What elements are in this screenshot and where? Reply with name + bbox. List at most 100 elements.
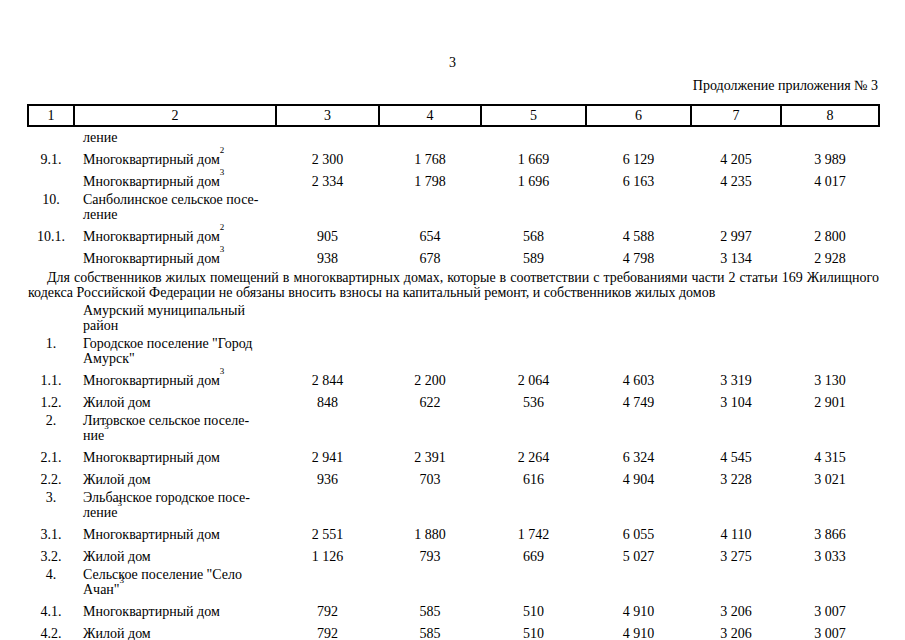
row-label-text: Многоквартирный дом [83,152,220,167]
value-cell: 3 007 [781,619,879,640]
table-row: 10.Санболинское сельское посе-ление [28,189,879,222]
footnote-marker: 3 [220,244,225,254]
table-row: 4.2.Жилой дом7925855104 9103 2063 007 [28,619,879,640]
value-cell: 3 021 [781,465,879,487]
row-label-cell: Многоквартирный дом [74,597,276,619]
row-label-text: Жилой дом [83,395,151,410]
value-cell: 510 [481,597,586,619]
row-label-cell: Жилой дом [74,619,276,640]
row-label-text: Многоквартирный дом [83,450,220,465]
row-label-text: Эльбанское городское посе- [83,490,250,505]
row-label-text: Жилой дом [83,626,151,640]
value-cell: 2 800 [781,222,879,244]
value-cell: 568 [481,222,586,244]
table-body: ление9.1.Многоквартирный дом22 3001 7681… [28,126,879,640]
row-label-text: Многоквартирный дом [83,251,220,266]
value-cell: 848 [276,388,379,410]
row-number-cell: 4. [28,564,74,597]
table-row: 10.1.Многоквартирный дом29056545684 5882… [28,222,879,244]
value-cell: 1 126 [276,542,379,564]
value-cell: 2 997 [691,222,781,244]
row-label-cell: Многоквартирный дом3 [74,167,276,189]
value-cell: 1 880 [379,520,481,542]
value-cell: 1 696 [481,167,586,189]
row-label-cell: Литовское сельское поселе-ние3 [74,410,879,443]
row-number-cell: 1.2. [28,388,74,410]
column-number-header: 7 [691,105,781,126]
row-label-text: ление [83,505,117,520]
row-label-cell: Городское поселение "ГородАмурск" [74,333,879,366]
value-cell: 678 [379,244,481,266]
value-cell: 622 [379,388,481,410]
table-row: 1.Городское поселение "ГородАмурск" [28,333,879,366]
value-cell: 4 545 [691,443,781,465]
row-number-cell [28,167,74,189]
value-cell: 2 300 [276,145,379,167]
value-cell: 6 163 [586,167,691,189]
document-page: 3 Продолжение приложения № 3 1 2 3 4 5 6… [0,0,905,640]
row-number-cell: 1. [28,333,74,366]
row-number-cell: 2.2. [28,465,74,487]
value-cell: 4 910 [586,619,691,640]
row-label-cell: Жилой дом [74,465,276,487]
value-cell: 1 742 [481,520,586,542]
row-number-cell [28,300,74,333]
value-cell: 536 [481,388,586,410]
value-cell: 4 315 [781,443,879,465]
value-cell: 654 [379,222,481,244]
row-number-cell: 3. [28,487,74,520]
value-cell: 938 [276,244,379,266]
table-row: 4.Сельское поселение "СелоАчан"3 [28,564,879,597]
row-label-cell: Многоквартирный дом [74,443,276,465]
continuation-note: Продолжение приложения № 3 [27,78,878,94]
row-label-cell: Многоквартирный дом2 [74,145,276,167]
page-number: 3 [0,55,905,71]
value-cell: 2 064 [481,366,586,388]
value-cell: 6 129 [586,145,691,167]
table-row: 1.2.Жилой дом8486225364 7493 1042 901 [28,388,879,410]
value-cell: 510 [481,619,586,640]
row-label-cell: Многоквартирный дом3 [74,366,276,388]
column-number-header: 4 [379,105,481,126]
table-row: 3.1.Многоквартирный дом2 5511 8801 7426 … [28,520,879,542]
row-number-cell [28,244,74,266]
value-cell: 792 [276,597,379,619]
row-number-cell: 3.1. [28,520,74,542]
value-cell: 589 [481,244,586,266]
value-cell: 4 749 [586,388,691,410]
row-label-text: ление [83,207,117,222]
row-number-cell: 10. [28,189,74,222]
row-label-text: Жилой дом [83,472,151,487]
value-cell: 3 866 [781,520,879,542]
row-label-text: Ачан" [83,582,120,597]
value-cell: 585 [379,619,481,640]
column-number-header: 2 [74,105,276,126]
row-label-text: Многоквартирный дом [83,373,220,388]
table-row: 3.2.Жилой дом1 1267936695 0273 2753 033 [28,542,879,564]
table-row: Амурский муниципальныйрайон [28,300,879,333]
value-cell: 4 110 [691,520,781,542]
row-label-text: Сельское поселение "Село [83,567,242,582]
row-label-cell: Жилой дом [74,388,276,410]
row-label-cell: Сельское поселение "СелоАчан"3 [74,564,879,597]
row-label-text: Многоквартирный дом [83,527,220,542]
row-label-text: Многоквартирный дом [83,174,220,189]
value-cell: 2 844 [276,366,379,388]
value-cell: 3 033 [781,542,879,564]
table-row: ление [28,126,879,145]
value-cell: 669 [481,542,586,564]
table-row: Многоквартирный дом32 3341 7981 6966 163… [28,167,879,189]
table-row: 2.2.Жилой дом9367036164 9043 2283 021 [28,465,879,487]
value-cell: 4 910 [586,597,691,619]
row-number-cell: 2. [28,410,74,443]
row-number-cell [28,126,74,145]
table-row: 2.1.Многоквартирный дом2 9412 3912 2646 … [28,443,879,465]
value-cell: 3 134 [691,244,781,266]
value-cell: 1 669 [481,145,586,167]
row-number-cell: 10.1. [28,222,74,244]
note-row: Для собственников жилых помещений в мног… [28,266,879,300]
row-label-text: Жилой дом [83,549,151,564]
value-cell: 3 130 [781,366,879,388]
value-cell: 3 275 [691,542,781,564]
table-row: 3.Эльбанское городское посе-ление3 [28,487,879,520]
